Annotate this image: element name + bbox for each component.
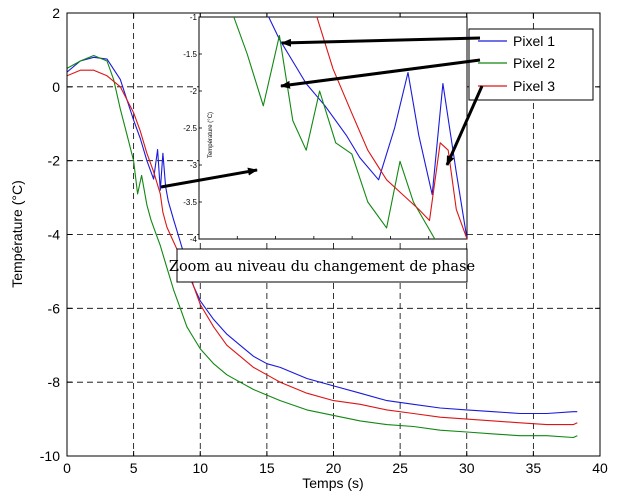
inset-y-tick-label: -1.5 [183,50,197,59]
arrow-pixel-3 [445,85,484,166]
inset-series-line-pixel-2 [233,17,436,239]
inset-frame [198,16,468,240]
legend-label-pixel-1: Pixel 1 [513,33,555,49]
inset-y-axis-label: Température (°C) [208,112,214,158]
inset-y-tick-label: -2.5 [183,124,197,133]
inset-y-tick-label: -3 [190,161,198,170]
x-tick-label: 15 [259,460,275,476]
arrow-pixel-1 [281,36,481,47]
x-tick-label: 5 [130,460,138,476]
zoom-caption: Zoom au niveau du changement de phase [169,259,475,275]
legend-label-pixel-3: Pixel 3 [513,78,555,94]
series-lines [67,54,578,439]
inset-y-tick-label: -1 [190,13,198,22]
y-tick-label: -8 [48,374,61,390]
x-tick-label: 35 [526,460,542,476]
x-tick-label: 30 [459,460,475,476]
series-line-pixel-1 [67,56,578,415]
y-tick-label: 0 [52,79,60,95]
inset-y-tick-label: -4 [190,235,198,244]
y-tick-label: 2 [52,5,60,21]
zoom-arrow [160,167,258,189]
arrow-pixel-2 [280,58,481,89]
y-axis-label: Température (°C) [9,180,25,288]
x-axis-label: Temps (s) [302,475,363,491]
inset-y-tick-label: -3.5 [183,198,197,207]
legend-label-pixel-2: Pixel 2 [513,55,555,71]
series-line-pixel-2 [67,54,578,439]
x-tick-label: 40 [592,460,608,476]
y-tick-label: -10 [40,448,60,464]
inset-axis-ticks: -1 -1.5 -2 -2.5 -3 -3.5 -4 [183,13,430,244]
series-line-pixel-3 [67,69,578,426]
y-tick-label: -2 [48,153,61,169]
x-tick-label: 20 [326,460,342,476]
y-tick-label: -4 [48,227,61,243]
inset-series-line-pixel-1 [268,17,467,239]
zoom-caption-box [176,248,468,283]
y-tick-label: -6 [48,300,61,316]
inset-y-tick-label: -2 [190,87,198,96]
x-tick-label: 0 [63,460,71,476]
x-tick-label: 10 [192,460,208,476]
x-tick-label: 25 [392,460,408,476]
